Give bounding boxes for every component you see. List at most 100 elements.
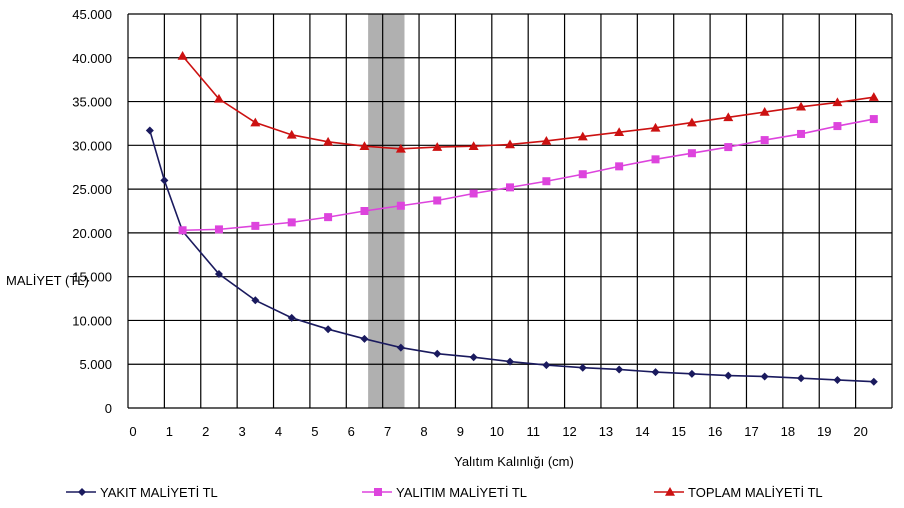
x-axis-title: Yalıtım Kalınlığı (cm) <box>454 454 574 469</box>
data-point <box>178 226 187 235</box>
x-tick-label: 2 <box>202 424 209 439</box>
series-1 <box>145 126 878 386</box>
data-point <box>506 357 514 366</box>
x-tick-label: 4 <box>275 424 282 439</box>
data-point <box>506 183 514 192</box>
data-point <box>760 136 769 145</box>
legend-item: YALITIM MALİYETİ TL <box>362 485 527 500</box>
x-tick-label: 13 <box>599 424 613 439</box>
data-point <box>614 127 625 136</box>
data-point <box>396 343 405 352</box>
data-point <box>615 162 624 171</box>
data-point <box>324 213 333 222</box>
series-2 <box>178 115 878 235</box>
x-tick-label: 10 <box>490 424 504 439</box>
x-tick-label: 0 <box>129 424 136 439</box>
data-point <box>324 325 333 334</box>
data-point <box>724 371 733 380</box>
y-tick-label: 40.000 <box>72 51 112 66</box>
legend-label: YALITIM MALİYETİ TL <box>396 485 527 500</box>
data-point <box>724 143 733 152</box>
data-point <box>832 97 843 107</box>
x-tick-label: 8 <box>420 424 427 439</box>
y-tick-label: 25.000 <box>72 182 112 197</box>
x-tick-label: 1 <box>166 424 173 439</box>
x-tick-label: 20 <box>853 424 867 439</box>
highlight-band-layer <box>368 14 405 408</box>
data-point <box>433 196 442 205</box>
data-point <box>360 334 369 343</box>
legend-marker <box>374 488 382 496</box>
x-tick-label: 19 <box>817 424 831 439</box>
y-tick-label: 5.000 <box>79 357 112 372</box>
data-point <box>505 139 515 149</box>
data-point <box>542 361 551 370</box>
data-point <box>578 363 587 372</box>
x-tick-label: 12 <box>562 424 576 439</box>
data-point <box>759 107 770 116</box>
data-point <box>177 51 188 60</box>
x-tick-label: 14 <box>635 424 649 439</box>
x-tick-label: 6 <box>348 424 355 439</box>
data-point <box>687 369 696 378</box>
data-point <box>869 377 878 386</box>
data-point <box>160 176 169 185</box>
x-tick-label: 7 <box>384 424 391 439</box>
legend-item: TOPLAM MALİYETİ TL <box>654 485 823 500</box>
data-point <box>250 117 261 127</box>
data-point <box>651 155 660 164</box>
data-point <box>833 375 842 384</box>
data-point <box>286 129 297 139</box>
data-point <box>395 143 406 153</box>
data-point <box>578 170 587 179</box>
data-point <box>796 101 807 111</box>
x-tick-label: 9 <box>457 424 464 439</box>
data-point <box>797 374 806 383</box>
data-point <box>251 221 260 230</box>
legend-item: YAKIT MALİYETİ TL <box>66 485 218 500</box>
y-tick-label: 15.000 <box>72 270 112 285</box>
x-tick-label: 3 <box>239 424 246 439</box>
data-point <box>687 149 696 158</box>
data-point <box>213 93 224 103</box>
legend-marker <box>78 488 86 496</box>
data-point <box>396 201 405 210</box>
y-tick-label: 45.000 <box>72 7 112 22</box>
data-point <box>615 365 624 374</box>
x-tick-label: 18 <box>781 424 795 439</box>
data-point <box>432 142 443 151</box>
data-point <box>251 296 260 305</box>
data-point <box>469 189 478 198</box>
grid-layer <box>127 13 893 409</box>
data-point <box>869 115 878 124</box>
y-tick-label: 0 <box>105 401 112 416</box>
y-tick-label: 35.000 <box>72 95 112 110</box>
x-tick-label: 11 <box>526 424 540 439</box>
legend-label: TOPLAM MALİYETİ TL <box>688 485 823 500</box>
x-tick-labels: 0 1 2 3 4 5 6 7 8 9 10 11 12 13 14 15 16 17 18 19 20 <box>129 424 867 439</box>
data-point <box>359 141 370 150</box>
y-tick-labels: 0 5.000 10.000 15.000 20.000 25.000 30.000 35.0… <box>72 7 112 416</box>
highlight-band <box>368 14 405 408</box>
data-point <box>287 218 296 227</box>
data-point <box>651 368 660 377</box>
data-point <box>145 126 154 135</box>
legend-label: YAKIT MALİYETİ TL <box>100 485 218 500</box>
data-point <box>214 270 223 279</box>
data-point <box>650 122 661 132</box>
legend: YAKIT MALİYETİ TL YALITIM MALİYETİ TL TOPL… <box>66 485 823 500</box>
series-line <box>149 130 874 383</box>
series-layer <box>145 51 879 386</box>
data-point <box>214 225 223 234</box>
series-line <box>182 118 874 232</box>
data-point <box>577 131 588 141</box>
x-tick-label: 5 <box>311 424 318 439</box>
series-line <box>181 55 874 150</box>
data-point <box>542 177 551 186</box>
y-tick-label: 20.000 <box>72 226 112 241</box>
data-point <box>287 313 296 322</box>
series-3 <box>177 51 879 153</box>
data-point <box>541 135 552 145</box>
data-point <box>797 129 806 138</box>
data-point <box>469 353 478 362</box>
